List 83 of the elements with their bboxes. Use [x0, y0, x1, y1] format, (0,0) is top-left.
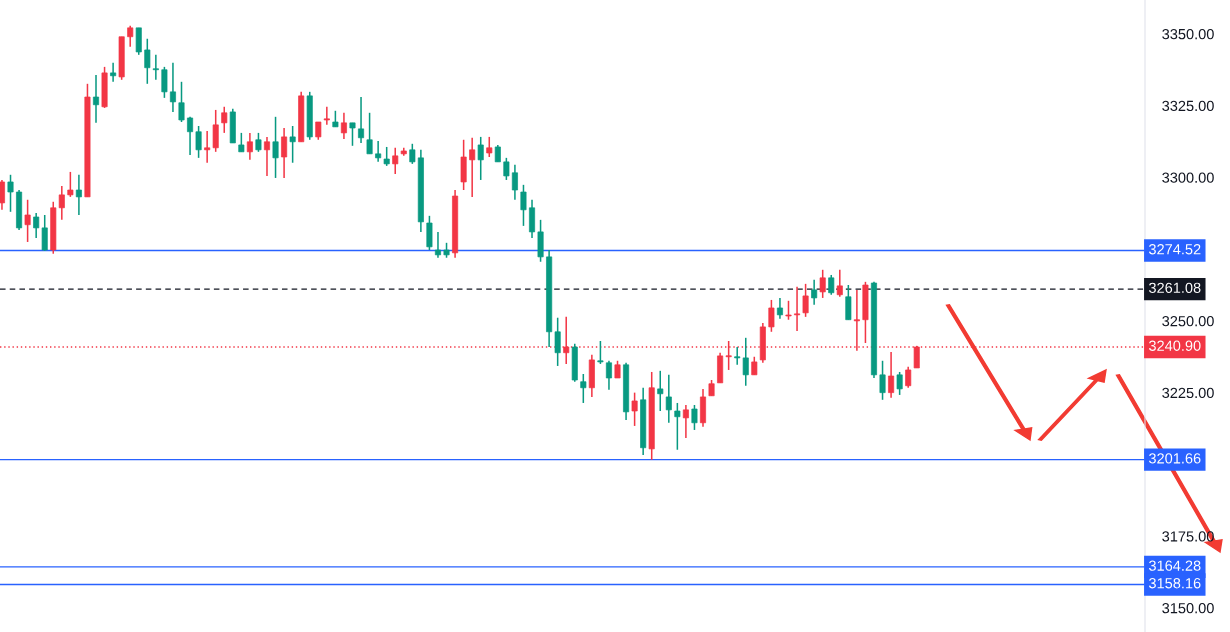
candlestick: [58, 185, 65, 221]
ref-line-label: 3164.28: [1148, 560, 1201, 571]
candlestick: [0, 179, 5, 211]
candlestick: [503, 157, 510, 181]
candlestick: [768, 299, 775, 333]
candlestick: [93, 74, 100, 124]
candlestick: [605, 360, 612, 391]
candlestick: [289, 125, 296, 164]
candlestick: [691, 404, 698, 431]
candlestick: [657, 370, 664, 412]
candlestick: [204, 130, 211, 164]
candlestick: [665, 374, 672, 424]
candlestick: [520, 184, 527, 227]
candlestick: [905, 366, 912, 389]
candlestick: [794, 285, 801, 332]
candlestick: [836, 269, 843, 298]
candlestick: [127, 25, 134, 48]
candlestick: [802, 283, 809, 318]
candlestick: [110, 62, 117, 83]
candlestick: [340, 112, 347, 140]
ref-line-label: 3274.52: [1148, 244, 1201, 255]
y-tick-label: 3250.00: [1162, 315, 1214, 327]
candlestick: [828, 274, 835, 296]
candlestick: [255, 132, 262, 153]
candlestick: [674, 402, 681, 451]
candlestick: [152, 54, 159, 81]
candlestick: [161, 66, 168, 99]
candlestick: [776, 297, 783, 320]
candlestick: [75, 174, 82, 216]
candlestick: [195, 125, 202, 159]
candlestick: [409, 143, 416, 165]
candlestick: [349, 122, 356, 147]
candlestick: [375, 140, 382, 163]
candlestick: [67, 171, 74, 198]
y-tick-label: 3300.00: [1162, 172, 1214, 183]
ref-line-label: 3158.16: [1148, 578, 1201, 589]
candlestick: [563, 316, 570, 365]
candlestick: [580, 373, 587, 404]
candlestick: [486, 136, 493, 158]
candlestick: [263, 136, 270, 177]
candlestick: [554, 316, 561, 367]
y-tick-label: 3325.00: [1162, 100, 1214, 112]
candlestick: [24, 198, 31, 243]
ref-line-label: 3261.08: [1148, 282, 1201, 293]
candlestick: [366, 112, 373, 155]
candlestick: [7, 174, 14, 213]
candlestick: [281, 127, 288, 179]
candlestick: [751, 355, 758, 376]
candlestick: [434, 231, 441, 259]
candlestick: [358, 96, 365, 144]
ref-line-label: 3201.66: [1148, 453, 1201, 464]
candlestick: [212, 109, 219, 153]
candlestick: [811, 279, 818, 306]
y-tick-label: 3225.00: [1162, 387, 1214, 399]
ref-line-label: 3240.90: [1148, 340, 1201, 351]
candlestick: [426, 215, 433, 251]
candlestick: [477, 136, 484, 181]
candlestick: [819, 269, 826, 299]
candlestick: [597, 340, 604, 365]
candlestick: [272, 116, 279, 179]
candlestick: [845, 284, 852, 321]
candlestick: [631, 391, 638, 427]
candlestick: [383, 146, 390, 167]
candlestick: [888, 351, 895, 399]
y-tick-label: 3150.00: [1162, 602, 1214, 614]
candlestick: [144, 37, 151, 85]
candlestick: [323, 106, 330, 126]
candlestick: [238, 132, 245, 153]
candlestick: [392, 147, 399, 175]
candlestick: [246, 132, 253, 161]
candlestick: [682, 404, 689, 439]
candlestick: [41, 214, 48, 252]
candlestick: [221, 106, 228, 134]
candlestick: [169, 62, 176, 113]
candlestick: [33, 212, 40, 239]
y-tick-label: 3350.00: [1162, 28, 1214, 40]
candlestick: [785, 300, 792, 321]
candlestick: [879, 360, 886, 401]
candlestick: [511, 163, 518, 201]
candlestick: [178, 81, 185, 123]
candlestick: [896, 371, 903, 396]
candlestick: [187, 116, 194, 156]
candlestick: [469, 137, 476, 198]
